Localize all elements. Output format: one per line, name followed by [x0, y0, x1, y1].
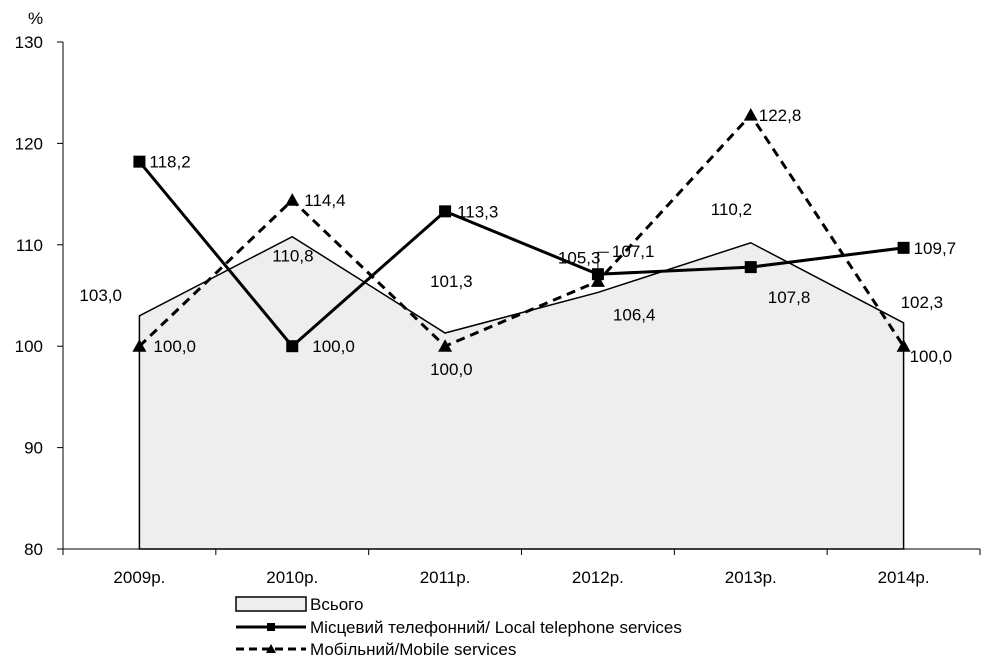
- y-tick-label: 120: [15, 134, 43, 153]
- mobile-point-marker: [285, 193, 300, 206]
- local-data-label: 107,1: [612, 242, 655, 261]
- area-series-total: [138, 235, 905, 550]
- y-axis-unit-label: %: [28, 9, 43, 28]
- area-layer: [138, 235, 905, 550]
- y-tick-label: 100: [15, 337, 43, 356]
- x-tick-label: 2012р.: [572, 568, 624, 587]
- line-series-local: [138, 160, 904, 349]
- y-tick-label: 130: [15, 33, 43, 52]
- y-tick-label: 90: [24, 439, 43, 458]
- mobile-data-label: 100,0: [430, 360, 473, 379]
- local-point-marker: [439, 205, 452, 218]
- local-point-marker: [897, 241, 910, 254]
- legend-marker-local: [267, 623, 275, 631]
- x-tick-label: 2010р.: [266, 568, 318, 587]
- mobile-data-label: 100,0: [153, 337, 196, 356]
- total-data-label: 101,3: [430, 272, 473, 291]
- legend-marker-mobile: [266, 644, 276, 653]
- local-data-label: 100,0: [312, 337, 355, 356]
- y-tick-label: 80: [24, 540, 43, 559]
- axes-layer: 80 90 100 110 120 130 2009р. 2010р. 2011р. 2012р.…: [15, 33, 981, 587]
- legend-label-mobile: Мобільний/Mobile services: [310, 640, 516, 659]
- mobile-point-marker: [896, 339, 911, 352]
- total-data-label: 103,0: [79, 286, 122, 305]
- line-series-mobile: [138, 112, 905, 348]
- mobile-point-marker: [132, 339, 147, 352]
- local-point-marker: [286, 340, 299, 353]
- x-tick-label: 2009р.: [113, 568, 165, 587]
- y-tick-label: 110: [16, 236, 43, 255]
- lines-layer: [132, 108, 911, 353]
- mobile-data-label: 100,0: [910, 347, 953, 366]
- local-point-marker: [133, 155, 146, 168]
- leader-line: [597, 251, 609, 269]
- x-tick-label: 2013р.: [725, 568, 777, 587]
- legend-label-total: Всього: [310, 595, 363, 614]
- local-data-label: 118,2: [149, 153, 190, 172]
- labels-layer: 103,0 110,8 101,3 105,3 110,2 102,3 118,2 100,0…: [79, 106, 956, 379]
- local-data-label: 109,7: [914, 239, 957, 258]
- legend-swatch-total: [235, 596, 307, 612]
- local-point-marker: [744, 261, 757, 274]
- total-data-label: 110,2: [711, 200, 752, 219]
- legend: Всього Місцевий телефонний/ Local telepho…: [235, 595, 682, 659]
- mobile-data-label: 114,4: [304, 191, 345, 210]
- total-data-label: 105,3: [558, 248, 601, 267]
- total-data-label: 102,3: [901, 293, 944, 312]
- local-data-label: 113,3: [457, 202, 498, 221]
- mobile-point-marker: [438, 339, 453, 352]
- x-tick-label: 2011р.: [420, 568, 471, 587]
- total-data-label: 110,8: [272, 247, 313, 266]
- local-data-label: 107,8: [768, 288, 811, 307]
- mobile-data-label: 122,8: [759, 106, 802, 125]
- legend-label-local: Місцевий телефонний/ Local telephone ser…: [310, 618, 682, 637]
- mobile-point-marker: [743, 108, 758, 121]
- local-point-marker: [591, 268, 604, 281]
- x-tick-label: 2014р.: [878, 568, 930, 587]
- mobile-data-label: 106,4: [613, 305, 656, 324]
- mobile-point-marker: [590, 274, 605, 287]
